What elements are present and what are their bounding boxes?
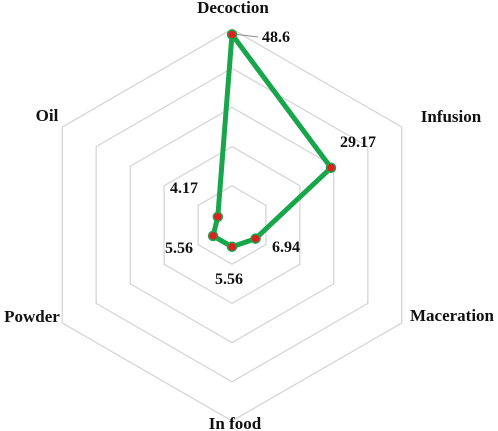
data-point-oil	[212, 211, 224, 223]
value-label-decoction: 48.6	[262, 29, 290, 46]
data-point-in-food	[226, 241, 238, 253]
leader-line-decoction	[236, 34, 259, 38]
grid-ring-5	[61, 28, 403, 422]
axis-label-powder: Powder	[4, 307, 60, 326]
value-labels: 48.6 29.17 6.94 5.56 5.56 4.17	[165, 29, 376, 288]
grid-ring-4	[95, 67, 369, 383]
data-markers	[207, 29, 337, 253]
data-point-powder	[207, 230, 219, 242]
series-decoction	[210, 32, 334, 250]
value-label-oil: 4.17	[170, 180, 198, 197]
axis-label-decoction: Decoction	[197, 0, 269, 17]
data-point-decoction	[226, 29, 238, 40]
axis-label-infusion: Infusion	[421, 107, 482, 126]
axis-label-maceration: Maceration	[410, 306, 495, 325]
axis-labels: Decoction Infusion Maceration In food Powder…	[4, 0, 494, 431]
grid-ring-2	[163, 145, 301, 305]
grid-ring-1	[197, 185, 267, 265]
value-label-infusion: 29.17	[340, 134, 376, 151]
data-point-infusion	[325, 162, 337, 174]
axis-label-in-food: In food	[209, 414, 262, 431]
value-label-in-food: 5.56	[215, 271, 243, 288]
radar-grid	[61, 28, 403, 422]
axis-label-oil: Oil	[36, 106, 59, 125]
value-label-maceration: 6.94	[272, 239, 300, 256]
series-line	[210, 32, 334, 250]
value-label-powder: 5.56	[165, 240, 193, 257]
grid-ring-3	[129, 106, 335, 344]
data-point-maceration	[250, 233, 261, 244]
